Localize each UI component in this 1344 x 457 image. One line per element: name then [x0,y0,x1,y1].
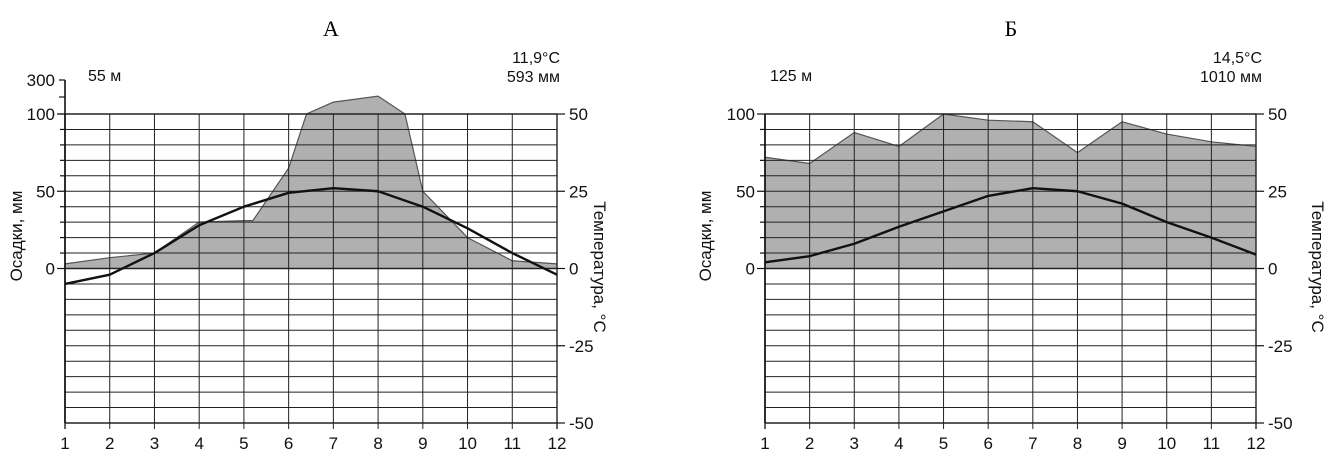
y-axis-left-title: Осадки, мм [7,191,26,282]
x-axis-tick-label: 3 [850,434,859,453]
x-axis-tick-label: 9 [1117,434,1126,453]
y-axis-left-tick-label: 100 [727,105,755,124]
x-axis-tick-label: 5 [239,434,248,453]
precipitation-line [764,113,1257,165]
precipitation-area [65,96,557,269]
x-axis-tick-label: 11 [1203,434,1221,453]
y-axis-left-tick-label: 50 [736,182,755,201]
y-axis-right-title: Температура, °С [1308,201,1327,332]
x-axis-tick-label: 10 [1157,434,1176,453]
elevation-label: 55 м [88,68,121,85]
y-axis-right-title: Температура, °С [590,201,609,332]
y-axis-right-tick-label: 25 [569,182,588,201]
mean-temperature-label: 14,5°C [1213,50,1262,67]
climate-diagram-a: А 55 м 11,9°C 593 мм Осадки, мм Температ… [7,16,609,453]
x-axis-tick-label: 1 [60,434,69,453]
y-axis-left-tick-label: 100 [27,105,55,124]
panel-title: А [323,16,339,41]
x-axis-tick-label: 8 [1073,434,1082,453]
x-axis-tick-label: 1 [760,434,769,453]
y-axis-right-tick-label: 0 [1268,260,1277,279]
y-axis-left-tick-label: 0 [46,260,55,279]
x-axis-tick-label: 3 [150,434,159,453]
x-axis-tick-label: 5 [939,434,948,453]
x-axis-tick-label: 10 [458,434,477,453]
temperature-line [764,186,1257,264]
mean-temperature-label: 11,9°C [512,50,560,67]
temperature-line [64,186,558,286]
y-axis-right-tick-label: 50 [1268,105,1287,124]
x-axis-tick-label: 2 [805,434,814,453]
x-axis-tick-label: 12 [1247,434,1266,453]
y-axis-right-tick-label: 0 [569,260,578,279]
panel-title: Б [1005,16,1018,41]
annual-precipitation-label: 1010 мм [1200,69,1262,86]
x-axis-tick-label: 9 [418,434,427,453]
x-axis-tick-label: 8 [373,434,382,453]
y-axis-right-tick-label: -25 [569,337,594,356]
x-axis-tick-label: 2 [105,434,114,453]
y-axis-right-tick-label: -50 [569,414,594,433]
annual-precipitation-label: 593 мм [507,69,560,86]
climate-diagram-b: Б 125 м 14,5°C 1010 мм Осадки, мм Темпер… [696,16,1327,453]
x-axis-tick-label: 4 [894,434,903,453]
y-axis-left-tick-label: 300 [27,71,55,90]
x-axis-tick-label: 6 [983,434,992,453]
y-axis-left-tick-label: 50 [36,182,55,201]
x-axis-tick-label: 6 [284,434,293,453]
y-axis-right-tick-label: -25 [1268,337,1293,356]
x-axis-tick-label: 7 [1028,434,1037,453]
x-axis-tick-label: 12 [548,434,567,453]
x-axis-tick-label: 7 [329,434,338,453]
x-axis-tick-label: 11 [503,434,521,453]
y-axis-right-tick-label: 50 [569,105,588,124]
y-axis-right-tick-label: -50 [1268,414,1293,433]
elevation-label: 125 м [770,68,812,85]
y-axis-left-tick-label: 0 [746,260,755,279]
y-axis-left-title: Осадки, мм [696,191,715,282]
y-axis-right-tick-label: 25 [1268,182,1287,201]
x-axis-tick-label: 4 [194,434,203,453]
